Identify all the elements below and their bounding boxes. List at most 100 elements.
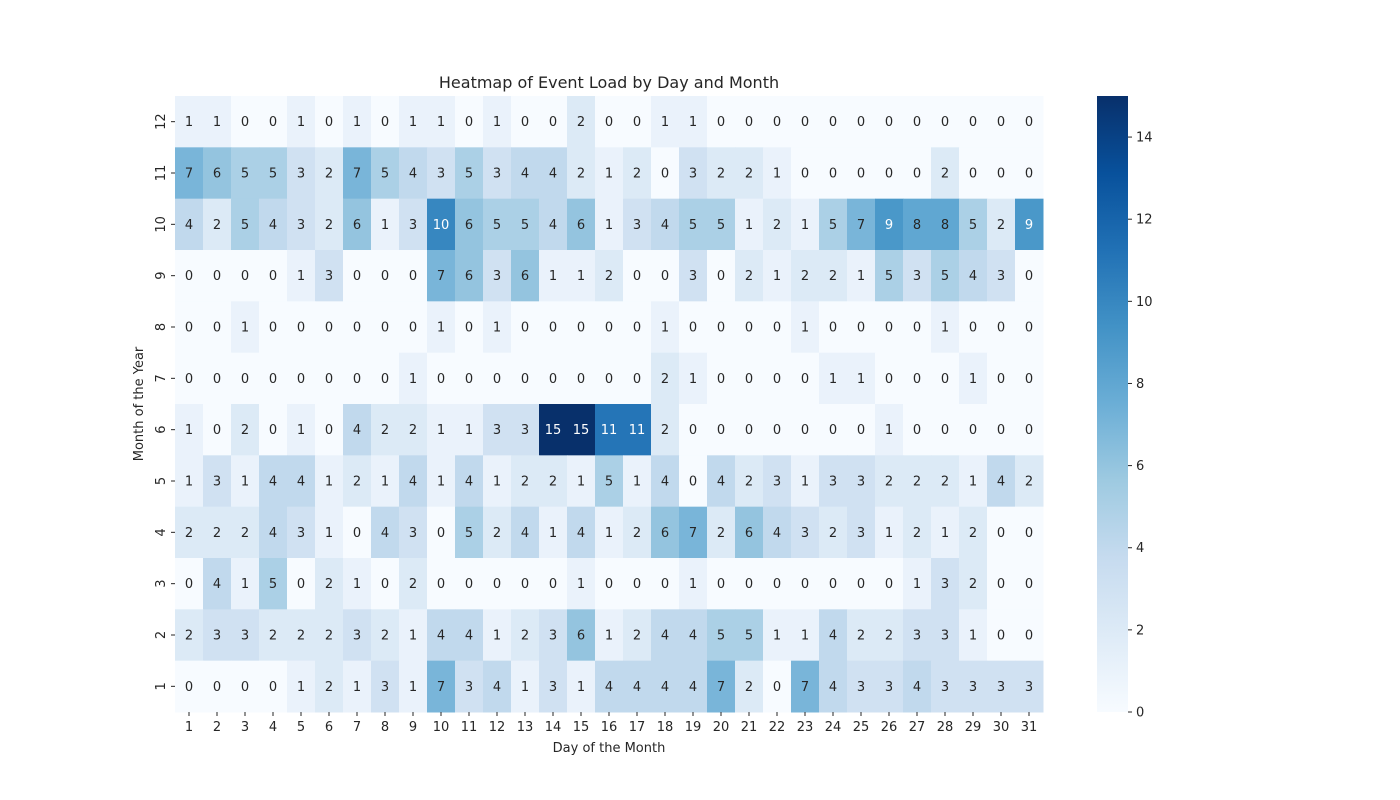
heatmap-cell <box>1015 506 1044 559</box>
heatmap-cell <box>175 506 204 559</box>
cell-value-label: 0 <box>241 372 249 387</box>
cell-value-label: 5 <box>885 269 893 284</box>
cell-value-label: 4 <box>213 577 221 592</box>
chart-title: Heatmap of Event Load by Day and Month <box>439 73 779 92</box>
cell-value-label: 5 <box>745 629 753 644</box>
heatmap-cell <box>511 250 540 302</box>
x-tick-label: 29 <box>965 720 982 735</box>
heatmap-cell <box>819 558 848 610</box>
cell-value-label: 6 <box>577 218 585 233</box>
heatmap-cell <box>287 558 316 610</box>
cell-value-label: 3 <box>409 526 417 541</box>
heatmap-cell <box>259 198 288 251</box>
cell-value-label: 3 <box>465 680 473 695</box>
heatmap-cell <box>651 660 680 713</box>
heatmap-cell <box>539 558 568 610</box>
heatmap-cell <box>903 558 932 610</box>
heatmap-cell <box>707 301 736 354</box>
heatmap-cell <box>679 506 708 559</box>
heatmap-cell <box>595 147 624 200</box>
cell-value-label: 3 <box>353 629 361 644</box>
cell-value-label: 2 <box>745 269 753 284</box>
cell-value-label: 1 <box>661 321 669 336</box>
cell-value-label: 0 <box>605 372 613 387</box>
heatmap-cell <box>791 352 820 405</box>
cell-value-label: 0 <box>969 167 977 182</box>
cell-value-label: 0 <box>381 115 389 130</box>
heatmap-cell <box>987 455 1016 508</box>
heatmap-cell <box>595 198 624 251</box>
cell-value-label: 5 <box>689 218 697 233</box>
cell-value-label: 0 <box>829 115 837 130</box>
heatmap-cell <box>259 96 288 148</box>
heatmap-cell <box>791 404 820 456</box>
cell-value-label: 6 <box>465 269 473 284</box>
heatmap-cell <box>315 352 344 405</box>
heatmap-cell <box>987 404 1016 456</box>
cell-value-label: 0 <box>717 577 725 592</box>
heatmap-cell <box>679 301 708 354</box>
cell-value-label: 4 <box>997 475 1005 490</box>
heatmap-cell <box>763 558 792 610</box>
cell-value-label: 0 <box>689 321 697 336</box>
heatmap-cell <box>595 558 624 610</box>
cell-value-label: 4 <box>493 680 501 695</box>
heatmap-cell <box>343 455 372 508</box>
cell-value-label: 2 <box>325 218 333 233</box>
cell-value-label: 4 <box>661 680 669 695</box>
heatmap-cell <box>483 250 512 302</box>
cell-value-label: 1 <box>969 475 977 490</box>
heatmap-cell <box>791 301 820 354</box>
heatmap-cell <box>847 455 876 508</box>
cell-value-label: 1 <box>577 475 585 490</box>
heatmap-cell <box>1015 558 1044 610</box>
cell-value-label: 0 <box>325 372 333 387</box>
heatmap-cell <box>847 301 876 354</box>
heatmap-cell <box>623 455 652 508</box>
heatmap-cell <box>567 609 596 662</box>
cell-value-label: 0 <box>269 115 277 130</box>
heatmap-cell <box>959 455 988 508</box>
cell-value-label: 1 <box>325 475 333 490</box>
heatmap-cell <box>455 301 484 354</box>
heatmap-cell <box>427 198 456 251</box>
heatmap-cell <box>455 96 484 148</box>
cell-value-label: 3 <box>493 269 501 284</box>
heatmap-cell <box>903 198 932 251</box>
heatmap-cell <box>315 660 344 713</box>
cell-value-label: 0 <box>549 321 557 336</box>
heatmap-cell <box>735 455 764 508</box>
cell-value-label: 2 <box>185 629 193 644</box>
heatmap-cell <box>651 455 680 508</box>
heatmap-cell <box>343 96 372 148</box>
cell-value-label: 2 <box>661 423 669 438</box>
heatmap-cell <box>903 352 932 405</box>
heatmap-cell <box>175 250 204 302</box>
cell-value-label: 0 <box>381 269 389 284</box>
cell-value-label: 2 <box>941 167 949 182</box>
cell-value-label: 0 <box>885 321 893 336</box>
cell-value-label: 0 <box>997 115 1005 130</box>
cell-value-label: 0 <box>381 321 389 336</box>
x-tick-label: 28 <box>937 720 954 735</box>
colorbar: 0 2 4 6 8 10 12 14 <box>1097 96 1153 721</box>
heatmap-cell <box>595 301 624 354</box>
heatmap-cell <box>847 558 876 610</box>
colorbar-tick-label: 14 <box>1136 131 1153 146</box>
cell-value-label: 1 <box>353 680 361 695</box>
heatmap-cell <box>707 250 736 302</box>
cell-value-label: 3 <box>381 680 389 695</box>
cell-value-label: 4 <box>773 526 781 541</box>
heatmap-cell <box>231 147 260 200</box>
heatmap-cell <box>567 455 596 508</box>
heatmap-cell <box>875 352 904 405</box>
cell-value-label: 1 <box>297 423 305 438</box>
heatmap-cell <box>847 404 876 456</box>
heatmap-cell <box>987 506 1016 559</box>
heatmap-cell <box>987 660 1016 713</box>
cell-value-label: 3 <box>633 218 641 233</box>
heatmap-cell <box>315 558 344 610</box>
heatmap-cell <box>763 455 792 508</box>
cell-value-label: 0 <box>185 372 193 387</box>
heatmap-cell <box>175 455 204 508</box>
